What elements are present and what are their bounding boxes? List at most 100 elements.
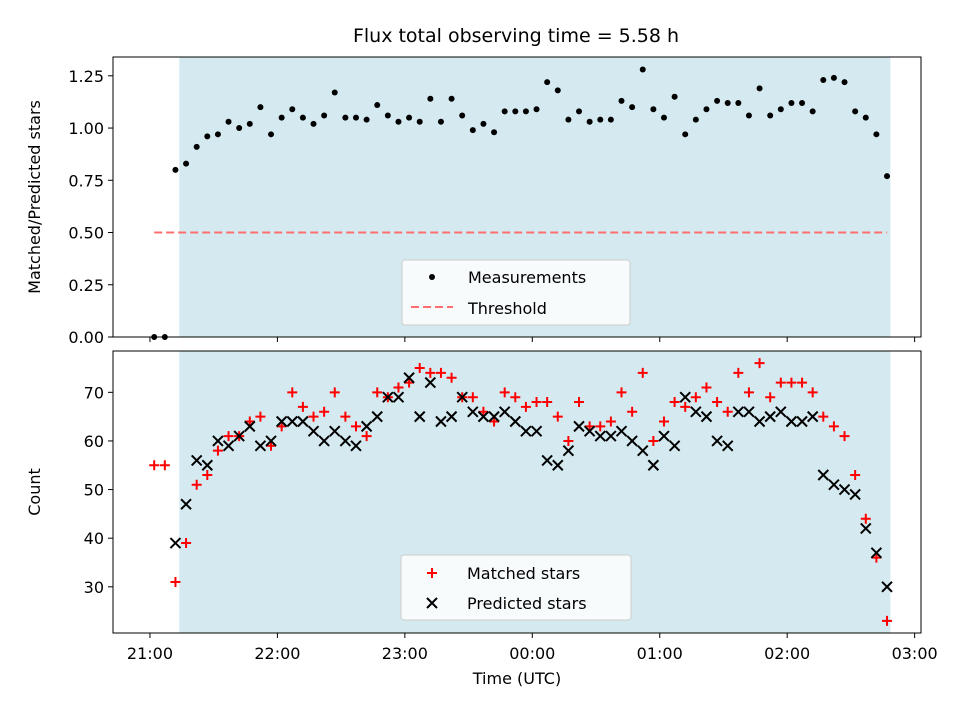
measurement-point — [777, 106, 784, 113]
matched-star-point — [350, 421, 361, 432]
measurement-point — [735, 99, 742, 106]
predicted-star-point — [594, 430, 606, 442]
matched-star-point — [754, 358, 765, 369]
predicted-star-point — [201, 459, 214, 471]
measurement-point — [703, 106, 710, 113]
legend-top: Measurements Threshold — [401, 259, 631, 326]
measurement-point — [448, 95, 455, 102]
measurement-point — [501, 108, 508, 115]
matched-star-point — [467, 392, 478, 403]
measurement-point — [745, 112, 752, 119]
measurement-point — [257, 104, 264, 111]
measurement-point — [554, 87, 561, 94]
measurement-point — [522, 108, 529, 115]
matched-star-point — [627, 406, 638, 417]
y-tick-label: 1.00 — [68, 119, 104, 138]
measurement-point — [862, 114, 869, 121]
matched-star-point — [202, 469, 213, 480]
predicted-star-point — [679, 391, 691, 403]
matched-star-point — [531, 397, 542, 408]
matched-star-point — [499, 387, 510, 398]
predicted-star-point — [233, 430, 245, 442]
legend-measurement-marker — [429, 274, 435, 280]
measurement-point — [459, 112, 466, 119]
predicted-star-point — [520, 425, 532, 437]
predicted-star-point — [244, 420, 256, 433]
predicted-star-point — [488, 410, 500, 423]
legend-label-threshold: Threshold — [467, 299, 547, 318]
y-axis-label: Count — [25, 468, 44, 516]
legend-label-predicted: Predicted stars — [467, 594, 587, 613]
y-tick-label: 0.75 — [68, 171, 104, 190]
matched-star-point — [435, 367, 446, 378]
matched-star-point — [850, 469, 861, 480]
predicted-star-point — [785, 415, 798, 428]
matched-star-point — [712, 397, 723, 408]
predicted-star-point — [180, 498, 192, 510]
measurement-point — [331, 89, 338, 96]
legend-predicted-marker — [426, 597, 438, 609]
legend-label-measurements: Measurements — [468, 268, 586, 287]
measurement-point — [204, 133, 211, 140]
x-axis-label: Time (UTC) — [472, 669, 561, 688]
predicted-star-point — [722, 440, 734, 452]
matched-star-point — [414, 363, 425, 374]
matched-star-point — [828, 421, 839, 432]
matched-star-point — [669, 397, 680, 408]
predicted-star-point — [329, 425, 341, 437]
measurement-point — [618, 97, 625, 104]
measurement-point — [714, 97, 721, 104]
y-tick-label: 1.25 — [68, 67, 104, 86]
predicted-star-point — [838, 483, 851, 496]
measurement-point — [724, 99, 731, 106]
measurement-point — [639, 66, 646, 73]
predicted-star-point — [350, 440, 362, 452]
predicted-star-point — [541, 454, 553, 467]
predicted-star-point — [658, 430, 670, 442]
matched-star-point — [149, 460, 160, 471]
matched-star-point — [871, 552, 882, 563]
y-tick-label: 50 — [84, 481, 104, 500]
measurement-point — [852, 108, 859, 115]
x-tick-label: 03:00 — [892, 644, 938, 663]
measurement-point — [820, 76, 827, 83]
x-tick-label: 22:00 — [254, 644, 300, 663]
predicted-star-point — [254, 440, 267, 452]
matched-star-point — [372, 387, 383, 398]
predicted-star-point — [615, 425, 628, 437]
predicted-star-point — [403, 372, 415, 384]
predicted-star-point — [647, 459, 660, 471]
predicted-star-point — [775, 406, 787, 418]
predicted-star-point — [392, 391, 405, 403]
matched-star-point — [319, 406, 330, 417]
predicted-star-point — [605, 430, 617, 442]
y-tick-label: 70 — [84, 383, 104, 402]
measurement-point — [384, 112, 391, 119]
measurement-point — [416, 118, 423, 125]
measurement-point — [406, 114, 413, 121]
predicted-star-point — [626, 435, 638, 447]
predicted-star-point — [371, 410, 383, 423]
matched-star-point — [722, 406, 733, 417]
predicted-star-point — [456, 391, 468, 403]
predicted-star-point — [435, 415, 447, 428]
measurement-point — [193, 143, 200, 150]
legend-label-matched: Matched stars — [467, 564, 580, 583]
matched-star-point — [276, 421, 287, 432]
predicted-star-point — [339, 435, 352, 447]
predicted-star-point — [583, 425, 596, 437]
predicted-star-point — [530, 425, 543, 437]
matched-star-point — [605, 416, 616, 427]
predicted-star-point — [562, 444, 575, 457]
predicted-star-point — [498, 406, 511, 418]
matched-star-point — [563, 435, 574, 446]
measurement-point — [395, 118, 402, 125]
matched-star-point — [882, 615, 893, 626]
matched-star-point — [404, 377, 415, 388]
matched-star-point — [159, 460, 170, 471]
y-tick-label: 0.25 — [68, 276, 104, 295]
predicted-star-point — [668, 440, 681, 452]
y-tick-label: 40 — [84, 529, 104, 548]
measurement-point — [278, 114, 285, 121]
